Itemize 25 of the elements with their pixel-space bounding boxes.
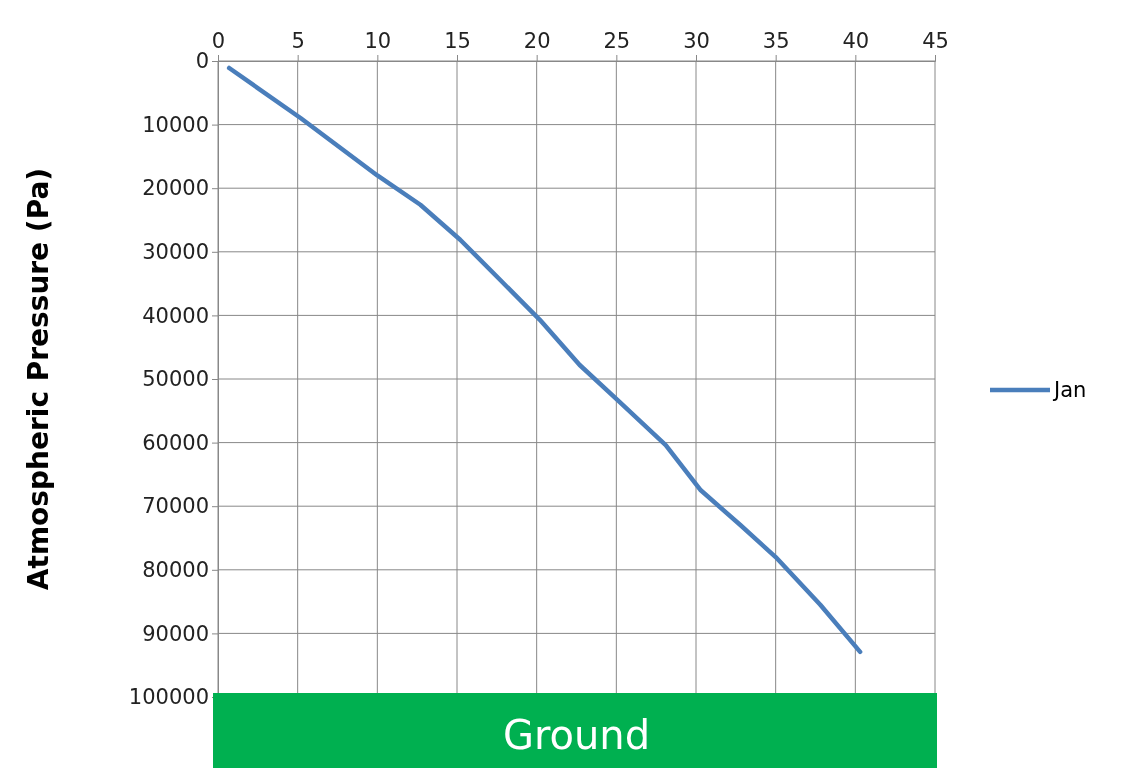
text: Ground	[502, 712, 651, 758]
x-tick-label: 0	[211, 28, 226, 53]
y-tick-label: 0	[195, 49, 209, 74]
y-tick-label: 40000	[142, 303, 209, 328]
y-tick-label: 30000	[142, 240, 209, 265]
legend-label: Jan	[1052, 378, 1087, 403]
y-tick-label: 70000	[142, 494, 209, 519]
y-tick-label: 20000	[142, 176, 209, 201]
x-tick-label: 20	[523, 28, 551, 53]
y-tick-label: 100000	[128, 685, 209, 710]
y-tick-label: 10000	[142, 112, 209, 137]
y-tick-label: 80000	[142, 558, 209, 583]
x-tick-label: 5	[291, 28, 305, 53]
line-series	[226, 65, 863, 655]
x-tick-label: 15	[444, 28, 471, 53]
x-tick-label: 45	[922, 28, 949, 53]
y-tick-label: 50000	[142, 367, 209, 392]
x-tick-label: 30	[683, 28, 710, 53]
x-tick-label: 40	[842, 28, 870, 53]
x-tick-label: 25	[603, 28, 631, 53]
y-axis-title: Atmospheric Pressure (Pa)	[22, 167, 55, 591]
y-tick-label: 90000	[142, 621, 209, 646]
x-tick-label: 10	[364, 28, 392, 53]
y-tick-label: 60000	[142, 430, 209, 455]
x-tick-label: 35	[762, 28, 790, 53]
